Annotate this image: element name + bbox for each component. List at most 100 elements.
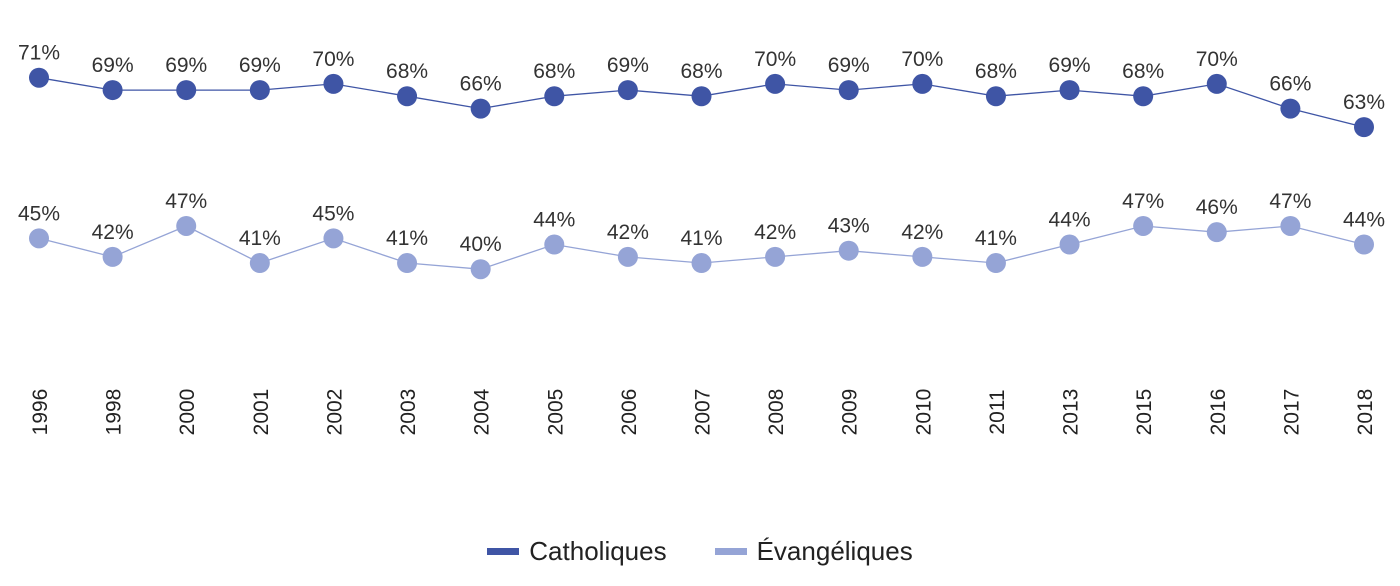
data-point[interactable] — [691, 86, 712, 107]
data-label: 66% — [460, 73, 502, 96]
data-label: 69% — [92, 54, 134, 77]
data-label: 69% — [1049, 54, 1091, 77]
data-label: 69% — [607, 54, 649, 77]
data-point[interactable] — [102, 80, 123, 101]
data-point[interactable] — [29, 67, 49, 88]
x-tick-label: 2000 — [176, 389, 199, 436]
data-point[interactable] — [1354, 234, 1374, 255]
data-point[interactable] — [838, 240, 859, 261]
x-tick-label: 1996 — [29, 389, 52, 436]
data-point[interactable] — [470, 98, 491, 119]
data-point[interactable] — [397, 86, 418, 107]
data-label: 42% — [901, 221, 943, 244]
data-point[interactable] — [323, 228, 344, 249]
data-point[interactable] — [1059, 234, 1080, 255]
data-label: 47% — [1122, 190, 1164, 213]
data-label: 70% — [312, 48, 354, 71]
series-0: 71% 69% 69% 69% 70% 68% 66% 68% 69% 68% 70% 69% 70% 6… — [18, 42, 1385, 138]
data-point[interactable] — [1133, 215, 1154, 236]
data-label: 44% — [533, 209, 575, 232]
data-point[interactable] — [1206, 222, 1227, 243]
data-point[interactable] — [249, 80, 270, 101]
data-point[interactable] — [176, 215, 197, 236]
legend-swatch-catholiques — [487, 548, 520, 555]
x-tick-label: 2008 — [765, 389, 788, 436]
x-tick-label: 2011 — [986, 389, 1009, 434]
legend-label-evangeliques: Évangéliques — [756, 536, 913, 566]
data-point[interactable] — [765, 73, 786, 94]
data-label: 69% — [239, 54, 281, 77]
data-label: 41% — [975, 227, 1017, 250]
legend-label-catholiques: Catholiques — [529, 536, 667, 566]
data-point[interactable] — [1280, 215, 1301, 236]
data-point[interactable] — [397, 253, 418, 274]
legend: Catholiques Évangéliques — [0, 536, 1400, 567]
data-point[interactable] — [985, 253, 1006, 274]
x-tick-label: 2006 — [618, 389, 641, 436]
x-tick-label: 2005 — [544, 389, 567, 436]
data-label: 47% — [165, 190, 207, 213]
data-point[interactable] — [323, 73, 344, 94]
x-tick-label: 2003 — [397, 389, 420, 436]
data-point[interactable] — [617, 80, 638, 101]
data-label: 68% — [386, 60, 428, 83]
data-point[interactable] — [765, 246, 786, 267]
data-point[interactable] — [912, 246, 933, 267]
data-point[interactable] — [249, 253, 270, 274]
data-point[interactable] — [1354, 117, 1374, 138]
x-tick-label: 2009 — [839, 389, 862, 436]
x-tick-label: 2017 — [1280, 389, 1303, 436]
data-point[interactable] — [29, 228, 49, 249]
data-label: 68% — [975, 60, 1017, 83]
x-tick-label: 2016 — [1207, 389, 1230, 436]
x-tick-label: 2013 — [1060, 389, 1083, 436]
x-tick-label: 2007 — [692, 389, 715, 436]
data-label: 47% — [1269, 190, 1311, 213]
data-label: 43% — [828, 215, 870, 238]
x-tick-label: 1998 — [103, 389, 126, 436]
x-tick-label: 2001 — [250, 389, 273, 436]
data-label: 66% — [1269, 73, 1311, 96]
data-label: 44% — [1049, 209, 1091, 232]
data-point[interactable] — [1280, 98, 1301, 119]
data-point[interactable] — [470, 259, 491, 280]
data-label: 41% — [239, 227, 281, 250]
data-label: 41% — [386, 227, 428, 250]
data-label: 42% — [607, 221, 649, 244]
data-label: 44% — [1343, 209, 1385, 232]
x-tick-label: 2004 — [471, 388, 494, 435]
data-label: 68% — [533, 60, 575, 83]
data-point[interactable] — [1059, 80, 1080, 101]
data-point[interactable] — [985, 86, 1006, 107]
data-label: 45% — [18, 202, 60, 225]
data-point[interactable] — [1206, 73, 1227, 94]
data-label: 42% — [754, 221, 796, 244]
data-point[interactable] — [1133, 86, 1154, 107]
data-point[interactable] — [544, 86, 565, 107]
data-point[interactable] — [617, 246, 638, 267]
data-label: 70% — [1196, 48, 1238, 71]
data-label: 70% — [754, 48, 796, 71]
data-label: 46% — [1196, 196, 1238, 219]
legend-item-evangeliques[interactable]: Évangéliques — [714, 536, 913, 567]
data-point[interactable] — [691, 253, 712, 274]
legend-swatch-evangeliques — [714, 548, 747, 555]
x-tick-label: 2015 — [1133, 389, 1156, 436]
series-1: 45% 42% 47% 41% 45% 41% 40% 44% 42% 41% 42% 43% 42% 4… — [18, 190, 1385, 280]
data-point[interactable] — [176, 80, 197, 101]
data-point[interactable] — [102, 246, 123, 267]
data-label: 70% — [901, 48, 943, 71]
legend-item-catholiques[interactable]: Catholiques — [487, 536, 667, 567]
x-tick-label: 2010 — [912, 389, 935, 436]
data-point[interactable] — [912, 73, 933, 94]
data-point[interactable] — [838, 80, 859, 101]
data-label: 63% — [1343, 91, 1385, 114]
data-label: 69% — [828, 54, 870, 77]
data-point[interactable] — [544, 234, 565, 255]
data-label: 45% — [312, 202, 354, 225]
data-label: 71% — [18, 42, 60, 65]
data-label: 68% — [680, 60, 722, 83]
data-label: 40% — [460, 233, 502, 256]
data-label: 42% — [92, 221, 134, 244]
